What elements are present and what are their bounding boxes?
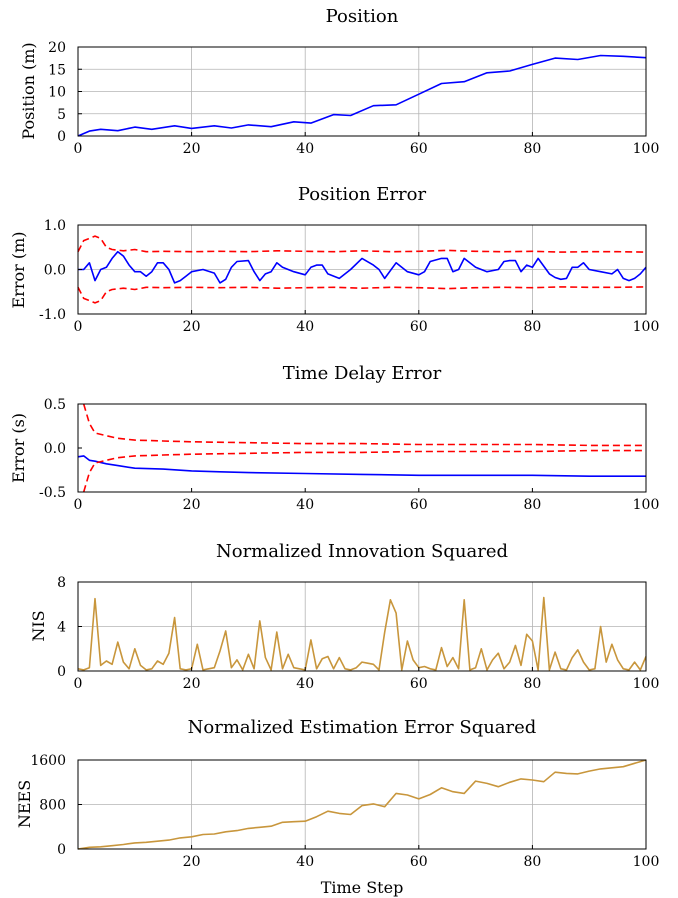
- x-tick-label: 100: [633, 141, 660, 157]
- y-tick-label: 1600: [30, 753, 66, 769]
- x-tick-label: 0: [74, 676, 83, 692]
- y-tick-label: 4: [57, 620, 66, 636]
- x-tick-label: 0: [74, 497, 83, 513]
- y-tick-label: 5: [57, 107, 66, 123]
- data-series-line: [77, 54, 647, 137]
- nis-panel: Normalized Innovation Squared NIS 0 20 40 6…: [29, 541, 659, 692]
- position-error-panel: Position Error Error (m) 0 20 40 60 80 100 -1.…: [9, 184, 659, 335]
- x-tick-label: 100: [633, 497, 660, 513]
- x-tick-label: 20: [183, 854, 201, 870]
- data-series-line: [77, 455, 646, 478]
- y-axis-label: Error (m): [9, 232, 28, 309]
- y-axis-label: Error (s): [9, 413, 28, 483]
- x-tick-label: 40: [296, 854, 314, 870]
- y-axis-label: Position (m): [19, 42, 38, 139]
- data-series-line: [82, 403, 646, 447]
- x-tick-label: 20: [183, 319, 201, 335]
- x-tick-label: 20: [183, 676, 201, 692]
- data-series-line: [77, 286, 647, 304]
- x-tick-label: 80: [523, 141, 541, 157]
- time-delay-error-panel: Time Delay Error Error (s) 0 20 40 60 80 100 -…: [9, 363, 659, 513]
- data-series-line: [77, 759, 647, 850]
- position-panel: Position Position (m) 0 20 40 60 80 100 0 5 10 15…: [19, 6, 659, 157]
- y-tick-label: 0.0: [44, 441, 66, 457]
- x-tick-label: 20: [183, 497, 201, 513]
- x-tick-label: 0: [74, 141, 83, 157]
- x-tick-label: 80: [523, 676, 541, 692]
- plot-frame: [77, 403, 647, 493]
- x-tick-label: 80: [523, 319, 541, 335]
- panel-title: Position: [326, 6, 399, 27]
- x-tick-label: 40: [296, 319, 314, 335]
- panel-title: Normalized Innovation Squared: [216, 541, 508, 562]
- y-tick-label: 0.0: [44, 263, 66, 279]
- y-tick-label: 20: [48, 40, 66, 56]
- x-tick-label: 60: [410, 141, 428, 157]
- x-tick-label: 100: [633, 319, 660, 335]
- x-tick-label: 60: [410, 676, 428, 692]
- x-tick-label: 80: [523, 854, 541, 870]
- y-tick-label: 800: [39, 798, 66, 814]
- y-tick-label: -0.5: [39, 485, 66, 501]
- x-axis-label: Time Step: [321, 878, 404, 897]
- y-tick-label: 10: [48, 85, 66, 101]
- panel-title: Normalized Estimation Error Squared: [188, 717, 537, 738]
- x-tick-label: 20: [183, 141, 201, 157]
- panel-title: Time Delay Error: [283, 363, 442, 384]
- y-tick-label: 0: [57, 129, 66, 145]
- x-tick-label: 40: [296, 497, 314, 513]
- x-tick-label: 60: [410, 854, 428, 870]
- x-tick-label: 40: [296, 676, 314, 692]
- x-tick-label: 0: [74, 319, 83, 335]
- x-tick-label: 100: [633, 854, 660, 870]
- panel-title: Position Error: [298, 184, 427, 205]
- x-tick-label: 60: [410, 497, 428, 513]
- y-axis-label: NEES: [15, 780, 34, 828]
- y-axis-label: NIS: [29, 610, 48, 641]
- y-tick-label: 8: [57, 575, 66, 591]
- data-series-line: [82, 449, 646, 493]
- y-tick-label: 0.5: [44, 397, 66, 413]
- y-tick-label: 1.0: [44, 218, 66, 234]
- data-series-line: [78, 250, 647, 284]
- y-tick-label: 0: [57, 842, 66, 858]
- y-tick-label: 0: [57, 664, 66, 680]
- x-tick-label: 60: [410, 319, 428, 335]
- data-series-line: [77, 596, 647, 671]
- x-tick-label: 80: [523, 497, 541, 513]
- data-series-line: [77, 235, 647, 253]
- x-tick-label: 40: [296, 141, 314, 157]
- x-tick-label: 100: [633, 676, 660, 692]
- nees-panel: Normalized Estimation Error Squared NEES…: [15, 717, 659, 870]
- y-tick-label: -1.0: [39, 307, 66, 323]
- y-tick-label: 15: [48, 62, 66, 78]
